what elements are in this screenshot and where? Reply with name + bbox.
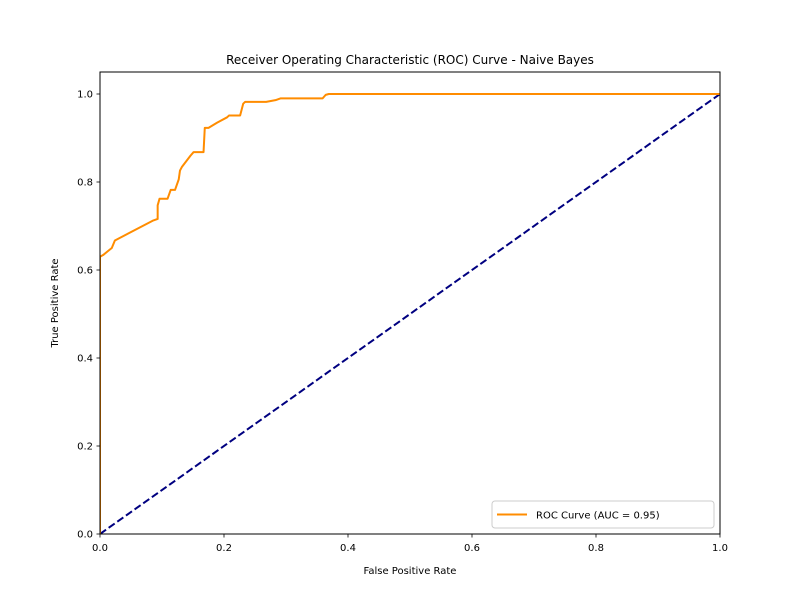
- x-axis: 0.0 0.2 0.4 0.6 0.8 1.0: [92, 534, 728, 554]
- legend: ROC Curve (AUC = 0.95): [491, 500, 715, 529]
- x-tick-label: 0.8: [588, 543, 604, 554]
- x-axis-label: False Positive Rate: [364, 566, 457, 577]
- x-tick-label: 1.0: [712, 543, 728, 554]
- roc-curve-line: [100, 93, 720, 534]
- y-tick-label: 0.0: [77, 530, 93, 541]
- x-tick-label: 0.6: [464, 543, 480, 554]
- plot-frame: [99, 71, 721, 535]
- x-tick-label: 0.2: [216, 543, 232, 554]
- y-axis-label: True Positive Rate: [50, 258, 61, 348]
- plot-series: [100, 93, 720, 534]
- y-tick-label: 0.2: [77, 442, 93, 453]
- y-tick-label: 1.0: [77, 90, 93, 101]
- x-tick-label: 0.0: [92, 543, 108, 554]
- y-tick-label: 0.6: [77, 266, 93, 277]
- legend-box: [491, 500, 715, 529]
- x-tick-label: 0.4: [340, 543, 356, 554]
- chart-title: Receiver Operating Characteristic (ROC) …: [226, 53, 594, 67]
- y-tick-label: 0.8: [77, 178, 93, 189]
- y-axis: 0.0 0.2 0.4 0.6 0.8 1.0: [77, 90, 100, 541]
- legend-label: ROC Curve (AUC = 0.95): [536, 511, 660, 522]
- y-tick-label: 0.4: [77, 354, 93, 365]
